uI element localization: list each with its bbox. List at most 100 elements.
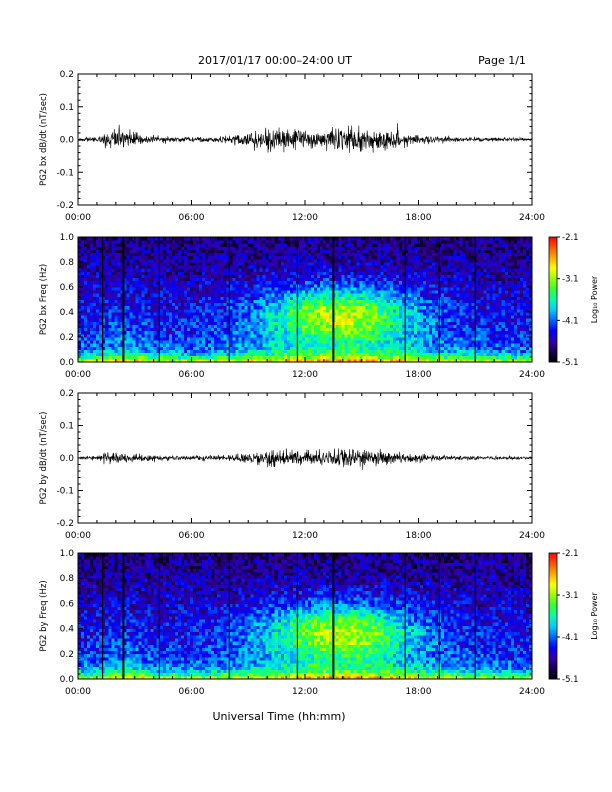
spectrogram-cell bbox=[356, 299, 360, 304]
spectrogram-cell bbox=[259, 246, 264, 250]
spectrogram-cell bbox=[177, 321, 182, 325]
spectrogram-cell bbox=[271, 343, 276, 347]
spectrogram-cell bbox=[250, 308, 254, 313]
spectrogram-cell bbox=[138, 277, 142, 282]
spectrogram-cell bbox=[392, 277, 397, 282]
spectrogram-cell bbox=[413, 312, 418, 316]
spectrogram-cell bbox=[441, 258, 445, 263]
spectrogram-cell bbox=[335, 318, 339, 322]
spectrogram-cell bbox=[277, 237, 282, 241]
spectrogram-cell bbox=[347, 333, 351, 338]
spectrogram-cell bbox=[117, 274, 121, 279]
spectrogram-cell bbox=[432, 249, 436, 254]
spectrogram-cell bbox=[371, 340, 376, 344]
spectrogram-cell bbox=[380, 330, 385, 335]
spectrogram-cell bbox=[171, 293, 176, 297]
spectrogram-cell bbox=[341, 333, 345, 338]
spectrogram-cell bbox=[150, 296, 155, 300]
spectrogram-cell bbox=[359, 268, 363, 272]
spectrogram-cell bbox=[174, 340, 179, 344]
spectrogram-cell bbox=[238, 321, 242, 325]
spectrogram-cell bbox=[311, 349, 315, 354]
spectrogram-cell bbox=[141, 262, 145, 266]
spectrogram-cell bbox=[150, 252, 155, 257]
spectrogram-cell bbox=[78, 280, 82, 285]
spectrogram-cell bbox=[138, 302, 142, 307]
spectrogram-cell bbox=[199, 358, 203, 363]
spectrogram-cell bbox=[214, 243, 218, 247]
spectrogram-cell bbox=[426, 324, 430, 329]
spectrogram-cell bbox=[280, 268, 285, 272]
spectrogram-cell bbox=[244, 312, 248, 316]
spectrogram-cell bbox=[186, 308, 191, 313]
spectrogram-cell bbox=[144, 265, 149, 269]
spectrogram-cell bbox=[298, 240, 303, 244]
spectrogram-cell bbox=[262, 296, 267, 300]
spectrogram-cell bbox=[162, 340, 167, 344]
spectrogram-cell bbox=[416, 274, 421, 279]
spectrogram-cell bbox=[268, 287, 273, 291]
spectrogram-cell bbox=[389, 280, 394, 285]
spectrogram-cell bbox=[202, 324, 206, 329]
spectrogram-cell bbox=[220, 302, 224, 307]
spectrogram-cell bbox=[150, 280, 155, 285]
spectrogram-cell bbox=[301, 312, 306, 316]
spectrogram-cell bbox=[362, 324, 366, 329]
spectrogram-cell bbox=[183, 268, 188, 272]
spectrogram-cell bbox=[87, 262, 91, 266]
spectrogram-cell bbox=[114, 283, 118, 288]
spectrogram-cell bbox=[180, 312, 185, 316]
spectrogram-cell bbox=[211, 262, 215, 266]
spectrogram-cell bbox=[432, 302, 436, 307]
spectrogram-cell bbox=[214, 277, 218, 282]
spectrogram-cell bbox=[298, 299, 303, 304]
spectrogram-cell bbox=[199, 296, 203, 300]
spectrogram-cell bbox=[217, 277, 221, 282]
spectrogram-cell bbox=[256, 246, 260, 250]
spectrogram-cell bbox=[171, 287, 176, 291]
spectrogram-cell bbox=[305, 299, 309, 304]
spectrogram-cell bbox=[395, 333, 400, 338]
spectrogram-cell bbox=[441, 237, 445, 241]
x-tick-label: 12:00 bbox=[292, 213, 318, 223]
spectrogram-cell bbox=[226, 274, 230, 279]
spectrogram-cell bbox=[208, 293, 212, 297]
spectrogram-cell bbox=[341, 340, 345, 344]
spectrogram-cell bbox=[114, 274, 118, 279]
spectrogram-cell bbox=[441, 262, 445, 266]
spectrogram-cell bbox=[404, 274, 409, 279]
spectrogram-cell bbox=[398, 262, 403, 266]
spectrogram-cell bbox=[235, 268, 239, 272]
spectrogram-cell bbox=[202, 243, 206, 247]
spectrogram-cell bbox=[87, 296, 91, 300]
spectrogram-cell bbox=[220, 340, 224, 344]
spectrogram-cell bbox=[135, 277, 139, 282]
spectrogram-cell bbox=[262, 305, 267, 310]
spectrogram-cell bbox=[271, 262, 276, 266]
spectrogram-cell bbox=[117, 343, 121, 347]
spectrogram-cell bbox=[413, 265, 418, 269]
spectrogram-cell bbox=[211, 305, 215, 310]
spectrogram-cell bbox=[132, 352, 136, 357]
spectrogram-cell bbox=[265, 349, 270, 354]
spectrogram-cell bbox=[196, 237, 200, 241]
spectrogram-cell bbox=[320, 343, 324, 347]
spectrogram-cell bbox=[87, 237, 91, 241]
spectrogram-cell bbox=[159, 249, 164, 254]
spectrogram-cell bbox=[150, 312, 155, 316]
spectrogram-cell bbox=[132, 349, 136, 354]
spectrogram-cell bbox=[341, 337, 345, 341]
spectrogram-cell bbox=[368, 249, 372, 254]
spectrogram-cell bbox=[389, 296, 394, 300]
spectrogram-cell bbox=[371, 349, 376, 354]
spectrogram-cell bbox=[93, 330, 97, 335]
spectrogram-cell bbox=[292, 237, 297, 241]
spectrogram-cell bbox=[338, 343, 342, 347]
spectrogram-cell bbox=[420, 312, 424, 316]
spectrogram-cell bbox=[250, 305, 254, 310]
spectrogram-cell bbox=[217, 355, 221, 360]
spectrogram-cell bbox=[87, 249, 91, 254]
spectrogram-cell bbox=[420, 252, 424, 257]
spectrogram-cell bbox=[274, 337, 279, 341]
spectrogram-cell bbox=[165, 265, 170, 269]
